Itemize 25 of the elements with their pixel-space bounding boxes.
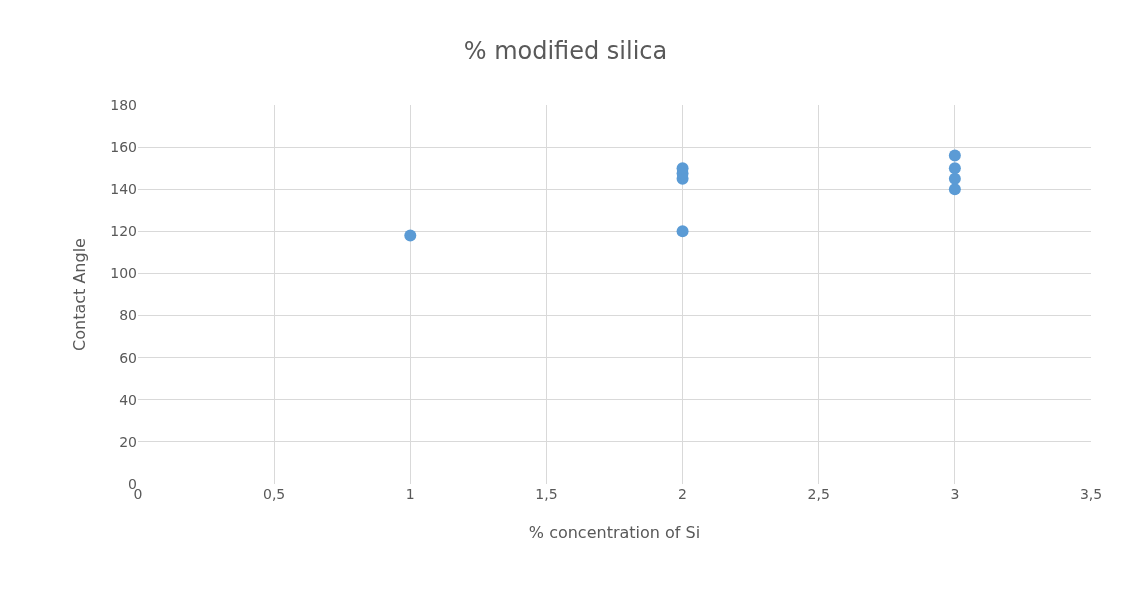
y-tick-label: 160 — [110, 139, 137, 156]
point — [404, 229, 417, 242]
y-tick-label: 180 — [110, 96, 137, 113]
point — [676, 225, 689, 238]
y-tick-label: 60 — [119, 349, 137, 366]
x-tick-label: 1,5 — [535, 486, 558, 502]
point — [948, 172, 961, 185]
point — [948, 149, 961, 162]
point — [948, 183, 961, 196]
y-axis-title: Contact Angle — [70, 238, 90, 351]
x-tick-label: 3,5 — [1079, 486, 1103, 502]
chart-title: % modified silica — [463, 37, 668, 66]
y-tick-label: 80 — [119, 307, 137, 324]
y-tick-label: 20 — [119, 433, 137, 450]
x-tick-label: 2 — [678, 486, 688, 502]
y-tick-label: 140 — [110, 181, 137, 198]
x-tick-label: 2,5 — [807, 486, 830, 502]
x-tick-label: 3 — [950, 486, 960, 502]
y-tick-label: 100 — [110, 265, 137, 282]
y-tick-label: 120 — [110, 223, 137, 240]
x-tick-label: 1 — [405, 486, 415, 502]
x-axis-title: % concentration of Si — [528, 522, 701, 542]
x-tick-label: 0,5 — [263, 486, 286, 502]
point — [948, 162, 961, 175]
y-tick-label: 40 — [119, 391, 137, 408]
